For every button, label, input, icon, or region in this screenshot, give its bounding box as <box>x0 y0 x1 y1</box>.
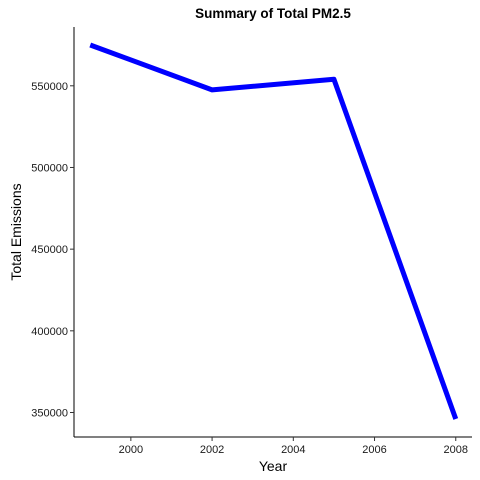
y-tick-label: 400000 <box>31 326 68 338</box>
y-axis-ticks: 350000 400000 450000 500000 550000 <box>31 81 74 419</box>
x-tick-label: 2008 <box>444 444 468 456</box>
x-tick-label: 2006 <box>362 444 386 456</box>
chart-title: Summary of Total PM2.5 <box>195 6 351 21</box>
y-tick-label: 500000 <box>31 162 68 174</box>
series-line-0 <box>89 42 459 420</box>
x-axis-ticks: 2000 2002 2004 2006 2008 <box>119 437 468 456</box>
y-axis-label: Total Emissions <box>8 183 24 280</box>
plot-area <box>89 42 459 420</box>
x-tick-label: 2004 <box>281 444 305 456</box>
x-axis-label: Year <box>259 458 288 474</box>
x-tick-label: 2000 <box>119 444 143 456</box>
y-tick-label: 550000 <box>31 81 68 93</box>
x-tick-label: 2002 <box>200 444 224 456</box>
y-tick-label: 450000 <box>31 244 68 256</box>
y-tick-label: 350000 <box>31 407 68 419</box>
